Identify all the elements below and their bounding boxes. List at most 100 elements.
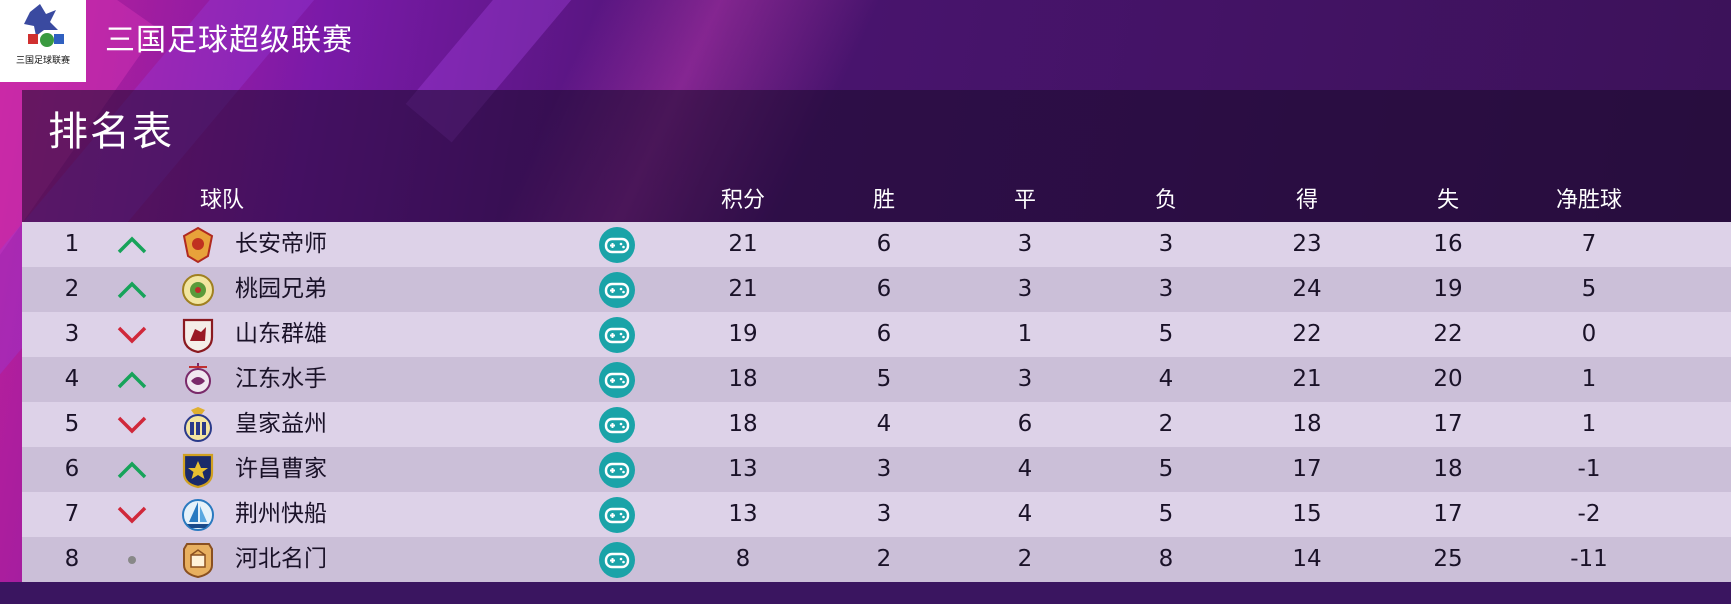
- table-row[interactable]: 2 桃园兄弟 21 6 3 3 24 19 5: [22, 267, 1731, 312]
- losses: 8: [1158, 546, 1174, 572]
- header-goals-for: 得: [1295, 188, 1318, 213]
- rank: 4: [64, 366, 80, 392]
- trend-same-icon: [107, 537, 157, 582]
- goals-against: 16: [1433, 231, 1463, 257]
- draws: 2: [1017, 546, 1033, 572]
- draws: 6: [1017, 411, 1033, 437]
- goals-for: 18: [1292, 411, 1322, 437]
- table-row[interactable]: 1 长安帝师 21 6 3 3 23 16 7: [22, 222, 1731, 267]
- wins: 5: [876, 366, 892, 392]
- table-row[interactable]: 4 江东水手 18 5 3 4 21 20 1: [22, 357, 1731, 402]
- draws: 3: [1017, 276, 1033, 302]
- table-row[interactable]: 8 河北名门 8 2 2 8 14 25 -11: [22, 537, 1731, 582]
- goals-for: 21: [1292, 366, 1322, 392]
- losses: 5: [1158, 501, 1174, 527]
- goals-for: 15: [1292, 501, 1322, 527]
- trend-up-icon: [107, 447, 157, 492]
- goal-diff: 0: [1581, 321, 1597, 347]
- goals-against: 25: [1433, 546, 1463, 572]
- rank: 3: [64, 321, 80, 347]
- table-header: 球队 积分 胜 平 负 得 失 净胜球: [22, 180, 1731, 222]
- draws: 4: [1017, 456, 1033, 482]
- trend-up-icon: [107, 267, 157, 312]
- goal-diff: -2: [1577, 501, 1601, 527]
- team-crest-icon: [178, 447, 218, 492]
- table-row[interactable]: 7 荆州快船 13 3 4 5 15 17 -2: [22, 492, 1731, 537]
- team-name[interactable]: 桃园兄弟: [235, 276, 327, 302]
- losses: 2: [1158, 411, 1174, 437]
- header-goals-against: 失: [1436, 188, 1459, 213]
- goals-against: 22: [1433, 321, 1463, 347]
- goals-against: 17: [1433, 411, 1463, 437]
- draws: 3: [1017, 231, 1033, 257]
- gamepad-icon[interactable]: [597, 492, 637, 537]
- goals-against: 18: [1433, 456, 1463, 482]
- wins: 3: [876, 456, 892, 482]
- team-name[interactable]: 皇家益州: [235, 411, 327, 437]
- gamepad-icon[interactable]: [597, 267, 637, 312]
- rank: 2: [64, 276, 80, 302]
- team-name[interactable]: 许昌曹家: [235, 456, 327, 482]
- goal-diff: 1: [1581, 366, 1597, 392]
- header-goal-diff: 净胜球: [1555, 188, 1622, 213]
- gamepad-icon[interactable]: [597, 447, 637, 492]
- team-name[interactable]: 河北名门: [235, 546, 327, 572]
- table-row[interactable]: 6 许昌曹家 13 3 4 5 17 18 -1: [22, 447, 1731, 492]
- goal-diff: 1: [1581, 411, 1597, 437]
- wins: 6: [876, 321, 892, 347]
- goals-for: 24: [1292, 276, 1322, 302]
- team-name[interactable]: 荆州快船: [235, 501, 327, 527]
- draws: 4: [1017, 501, 1033, 527]
- losses: 3: [1158, 276, 1174, 302]
- team-crest-icon: [178, 402, 218, 447]
- gamepad-icon[interactable]: [597, 312, 637, 357]
- standings-table: 1 长安帝师 21 6 3 3 23 16 7 2 桃园兄弟 21 6 3: [22, 222, 1731, 582]
- gamepad-icon[interactable]: [597, 222, 637, 267]
- points: 21: [728, 231, 758, 257]
- goal-diff: -11: [1570, 546, 1608, 572]
- trend-down-icon: [107, 492, 157, 537]
- draws: 1: [1017, 321, 1033, 347]
- goals-against: 20: [1433, 366, 1463, 392]
- goals-against: 19: [1433, 276, 1463, 302]
- losses: 4: [1158, 366, 1174, 392]
- wins: 6: [876, 231, 892, 257]
- team-name[interactable]: 长安帝师: [235, 231, 327, 257]
- header-team: 球队: [199, 188, 244, 213]
- team-name[interactable]: 江东水手: [235, 366, 327, 392]
- league-title: 三国足球超级联赛: [105, 23, 353, 58]
- points: 19: [728, 321, 758, 347]
- gamepad-icon[interactable]: [597, 402, 637, 447]
- rank: 1: [64, 231, 80, 257]
- wins: 3: [876, 501, 892, 527]
- gamepad-icon[interactable]: [597, 357, 637, 402]
- gamepad-icon[interactable]: [597, 537, 637, 582]
- rank: 5: [64, 411, 80, 437]
- table-row[interactable]: 5 皇家益州 18 4 6 2 18 17 1: [22, 402, 1731, 447]
- points: 13: [728, 456, 758, 482]
- rank: 6: [64, 456, 80, 482]
- losses: 5: [1158, 321, 1174, 347]
- trend-up-icon: [107, 357, 157, 402]
- header-points: 积分: [720, 188, 765, 213]
- team-crest-icon: [178, 222, 218, 267]
- losses: 3: [1158, 231, 1174, 257]
- table-row[interactable]: 3 山东群雄 19 6 1 5 22 22 0: [22, 312, 1731, 357]
- goals-for: 17: [1292, 456, 1322, 482]
- goals-for: 14: [1292, 546, 1322, 572]
- trend-down-icon: [107, 402, 157, 447]
- header-draws: 平: [1013, 188, 1036, 213]
- points: 18: [728, 366, 758, 392]
- points: 18: [728, 411, 758, 437]
- trend-down-icon: [107, 312, 157, 357]
- draws: 3: [1017, 366, 1033, 392]
- team-name[interactable]: 山东群雄: [235, 321, 327, 347]
- team-crest-icon: [178, 357, 218, 402]
- goals-for: 23: [1292, 231, 1322, 257]
- rank: 8: [64, 546, 80, 572]
- losses: 5: [1158, 456, 1174, 482]
- goal-diff: 5: [1581, 276, 1597, 302]
- league-logo: 三国足球联赛: [0, 0, 86, 82]
- wins: 2: [876, 546, 892, 572]
- goal-diff: 7: [1581, 231, 1597, 257]
